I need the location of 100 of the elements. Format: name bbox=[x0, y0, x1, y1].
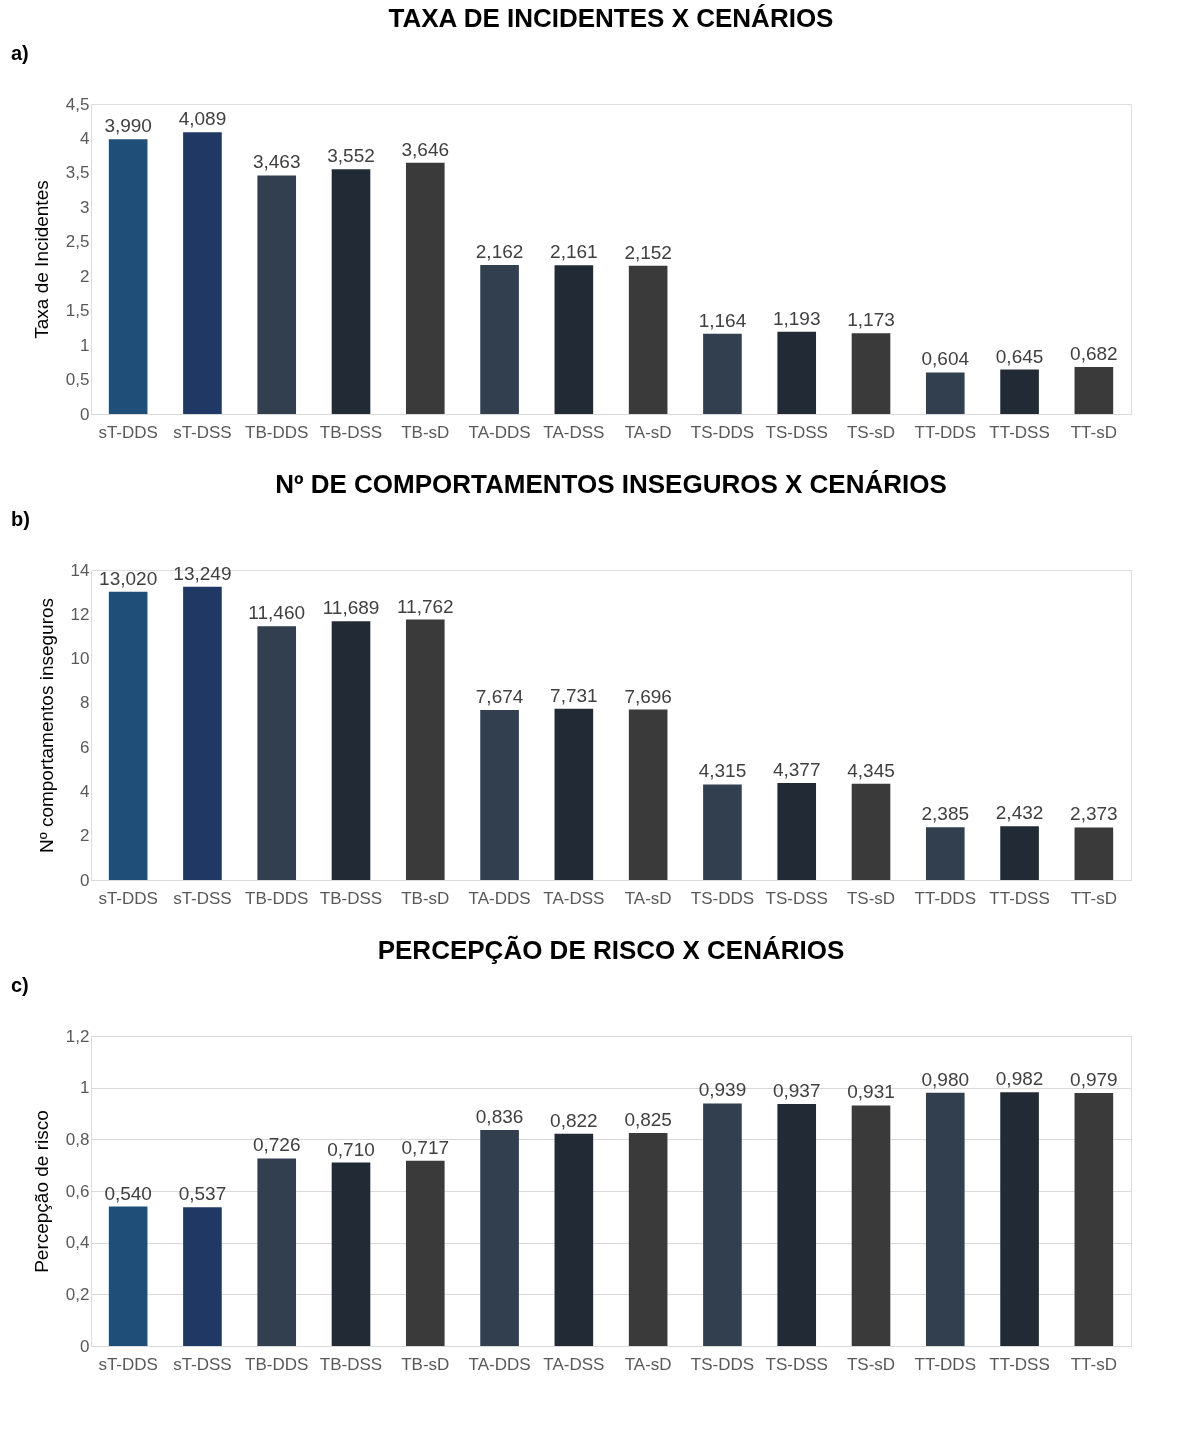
data-label: 13,020 bbox=[99, 567, 158, 589]
bar bbox=[628, 1132, 668, 1346]
data-label: 7,731 bbox=[550, 684, 598, 706]
y-tick-label: 1 bbox=[80, 335, 90, 355]
bar bbox=[554, 1133, 594, 1346]
data-label: 2,152 bbox=[624, 241, 672, 263]
bar bbox=[1000, 826, 1039, 880]
x-tick-label: TS-sD bbox=[846, 422, 896, 442]
y-tick-label: 0,2 bbox=[65, 1284, 90, 1304]
x-tick-label: TS-DSS bbox=[765, 422, 828, 442]
x-tick-label: TB-DSS bbox=[319, 422, 383, 442]
x-tick-label: sT-DDS bbox=[98, 888, 158, 908]
bar bbox=[777, 331, 817, 414]
x-tick-label: TS-DSS bbox=[765, 1354, 828, 1374]
bar bbox=[1074, 827, 1114, 880]
y-tick-label: 0,6 bbox=[65, 1181, 90, 1201]
x-tick-label: TS-DDS bbox=[690, 1354, 755, 1374]
x-tick-label: TS-DDS bbox=[690, 888, 755, 908]
x-tick-label: TA-DDS bbox=[468, 888, 531, 908]
x-tick-label: TS-sD bbox=[846, 1354, 896, 1374]
bar bbox=[851, 783, 891, 880]
data-label: 2,162 bbox=[475, 241, 524, 263]
data-label: 0,682 bbox=[1070, 343, 1118, 365]
x-tick-label: TA-sD bbox=[624, 422, 672, 442]
data-label: 0,979 bbox=[1070, 1069, 1118, 1091]
data-label: 0,836 bbox=[475, 1106, 524, 1128]
x-tick-label: TA-DDS bbox=[468, 422, 531, 442]
y-tick-label: 2 bbox=[80, 266, 90, 286]
data-label: 0,710 bbox=[327, 1138, 375, 1160]
y-tick-label: 0,5 bbox=[65, 370, 90, 390]
data-label: 7,674 bbox=[475, 686, 524, 708]
data-label: 2,373 bbox=[1070, 803, 1118, 825]
bar bbox=[108, 139, 148, 414]
y-axis-title: Percepção de risco bbox=[30, 1110, 52, 1273]
bar bbox=[628, 709, 668, 880]
text: a) bbox=[11, 42, 29, 64]
bar bbox=[851, 1105, 891, 1346]
bar bbox=[1000, 369, 1039, 414]
bar bbox=[108, 1206, 148, 1346]
x-tick-label: sT-DDS bbox=[98, 1354, 158, 1374]
y-tick-label: 0,8 bbox=[65, 1129, 90, 1149]
bar bbox=[183, 1207, 222, 1346]
x-tick-label: TT-DDS bbox=[914, 888, 976, 908]
x-tick-label: TT-DSS bbox=[989, 422, 1050, 442]
chart-title: PERCEPÇÃO DE RISCO X CENÁRIOS bbox=[377, 935, 845, 965]
x-tick-label: TT-DDS bbox=[914, 1354, 976, 1374]
bar bbox=[777, 783, 817, 880]
y-tick-label: 3 bbox=[80, 197, 90, 217]
chart-title: TAXA DE INCIDENTES X CENÁRIOS bbox=[388, 3, 834, 33]
text: c) bbox=[11, 974, 29, 996]
bar bbox=[257, 1158, 297, 1346]
data-label: 4,089 bbox=[178, 108, 227, 130]
bar bbox=[554, 708, 594, 880]
x-tick-label: TB-DDS bbox=[245, 422, 309, 442]
y-tick-label: 4 bbox=[80, 128, 90, 148]
bar bbox=[554, 265, 594, 414]
bar bbox=[257, 626, 297, 880]
bar bbox=[703, 1103, 742, 1346]
y-tick-label: 0 bbox=[80, 404, 90, 424]
y-tick-label: 4 bbox=[80, 781, 90, 801]
bar bbox=[703, 333, 742, 414]
data-label: 4,377 bbox=[772, 759, 821, 781]
y-axis-title: Nº comportamentos inseguros bbox=[35, 597, 57, 854]
bar bbox=[480, 710, 519, 880]
bar bbox=[257, 175, 297, 414]
x-tick-label: TA-DDS bbox=[468, 1354, 531, 1374]
x-tick-label: TB-sD bbox=[401, 888, 450, 908]
y-tick-label: 8 bbox=[80, 693, 90, 713]
x-tick-label: TS-DDS bbox=[690, 422, 755, 442]
bar bbox=[183, 586, 222, 880]
y-tick-label: 2 bbox=[80, 826, 90, 846]
y-tick-label: 2,5 bbox=[65, 232, 90, 252]
data-label: 0,540 bbox=[104, 1182, 152, 1204]
data-label: 0,982 bbox=[995, 1068, 1044, 1090]
bar bbox=[480, 265, 519, 414]
data-label: 7,696 bbox=[624, 685, 672, 707]
x-tick-label: TA-sD bbox=[624, 1354, 672, 1374]
y-tick-label: 1,2 bbox=[65, 1026, 90, 1046]
data-label: 3,990 bbox=[104, 115, 152, 137]
bar bbox=[925, 372, 965, 414]
data-label: 3,646 bbox=[401, 138, 450, 160]
data-label: 3,552 bbox=[327, 145, 375, 167]
x-tick-label: TT-DSS bbox=[989, 888, 1050, 908]
x-tick-label: TB-DSS bbox=[319, 1354, 383, 1374]
data-label: 0,939 bbox=[698, 1079, 747, 1101]
bar bbox=[405, 162, 445, 414]
data-label: 2,161 bbox=[550, 241, 598, 263]
data-label: 1,173 bbox=[847, 309, 895, 331]
bar bbox=[331, 1162, 371, 1346]
bar bbox=[1074, 367, 1114, 414]
bar bbox=[777, 1103, 817, 1346]
data-label: 4,315 bbox=[698, 760, 747, 782]
bar bbox=[703, 784, 742, 880]
x-tick-label: TT-sD bbox=[1070, 422, 1117, 442]
x-tick-label: TA-DSS bbox=[543, 1354, 605, 1374]
data-label: 0,717 bbox=[401, 1136, 450, 1158]
y-tick-label: 4,5 bbox=[65, 94, 90, 114]
y-tick-label: 1,5 bbox=[65, 301, 90, 321]
x-tick-label: TA-sD bbox=[624, 888, 672, 908]
x-tick-label: TT-DSS bbox=[989, 1354, 1050, 1374]
